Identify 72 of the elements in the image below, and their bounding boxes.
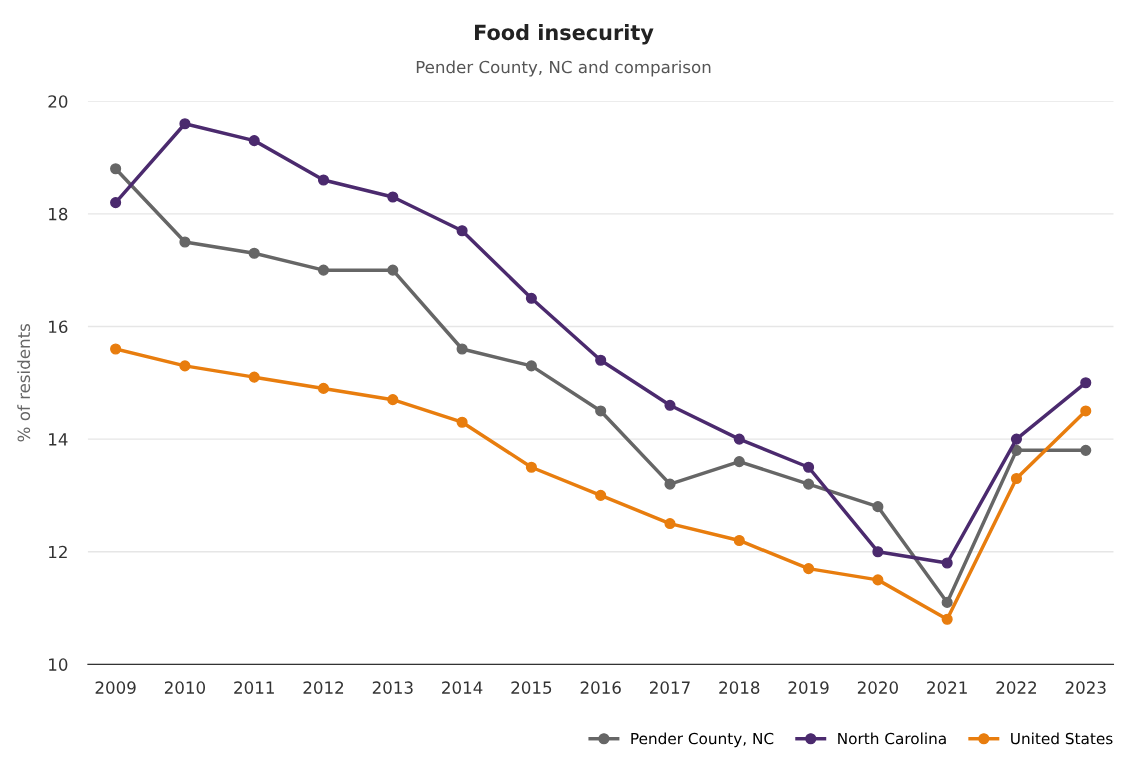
point [456, 343, 468, 355]
point [595, 489, 607, 501]
point [803, 478, 815, 490]
y-tick-label: 10 [49, 658, 68, 671]
point [387, 264, 399, 276]
point [525, 360, 537, 372]
x-tick-label: 2012 [303, 681, 344, 694]
legend-label: United States [1011, 732, 1113, 745]
x-tick-label: 2016 [580, 681, 621, 694]
point [179, 236, 191, 248]
point [456, 225, 468, 237]
point [733, 456, 745, 468]
point [1080, 405, 1092, 417]
point [595, 405, 607, 417]
x-tick-label: 2022 [996, 681, 1036, 694]
y-tick-label: 12 [49, 545, 67, 559]
y-tick-label: 18 [49, 207, 68, 221]
point [803, 563, 815, 575]
point [664, 478, 676, 490]
point [872, 546, 884, 558]
point [664, 399, 676, 411]
point [1080, 444, 1092, 456]
point [872, 574, 884, 586]
x-tick-label: 2011 [234, 681, 274, 694]
x-tick-label: 2023 [1065, 681, 1106, 694]
x-tick-label: 2013 [372, 681, 413, 694]
x-tick-label: 2009 [95, 681, 136, 694]
point [525, 461, 537, 473]
point [1010, 444, 1023, 456]
y-tick-label: 16 [49, 320, 68, 334]
point [1010, 433, 1023, 445]
point [248, 135, 260, 147]
point [733, 433, 745, 445]
x-tick-label: 2010 [164, 681, 206, 694]
y-axis-title: % of residents [17, 324, 31, 442]
point [179, 360, 191, 372]
x-tick-label: 2014 [442, 681, 483, 694]
chart-title: Food insecurity [475, 24, 654, 45]
point [664, 518, 676, 530]
point [179, 118, 191, 130]
point [1080, 377, 1092, 389]
legend-label: Pender County, NC [631, 732, 774, 748]
point [110, 343, 122, 355]
legend-label: North Carolina [838, 732, 946, 745]
point [595, 354, 607, 366]
point [317, 382, 330, 394]
point [803, 461, 815, 473]
point [317, 174, 330, 186]
point [941, 613, 953, 625]
chart-subtitle: Pender County, NC and comparison [416, 60, 711, 77]
x-tick-label: 2017 [650, 681, 690, 694]
point [941, 596, 953, 608]
point [317, 264, 330, 276]
point [456, 416, 468, 428]
point [248, 247, 260, 259]
x-tick-label: 2019 [788, 681, 829, 694]
y-tick-label: 14 [49, 433, 68, 446]
point [941, 557, 953, 569]
point [872, 501, 884, 513]
point [387, 394, 399, 406]
y-tick-label: 20 [48, 95, 68, 108]
point [525, 292, 537, 304]
point [110, 197, 122, 209]
point [1010, 472, 1023, 485]
point [387, 191, 399, 203]
point [110, 163, 122, 175]
x-tick-label: 2015 [511, 681, 552, 694]
x-tick-label: 2020 [857, 681, 898, 694]
x-tick-label: 2021 [927, 681, 967, 694]
point [248, 371, 260, 383]
x-tick-label: 2018 [719, 681, 760, 694]
point [733, 534, 745, 547]
